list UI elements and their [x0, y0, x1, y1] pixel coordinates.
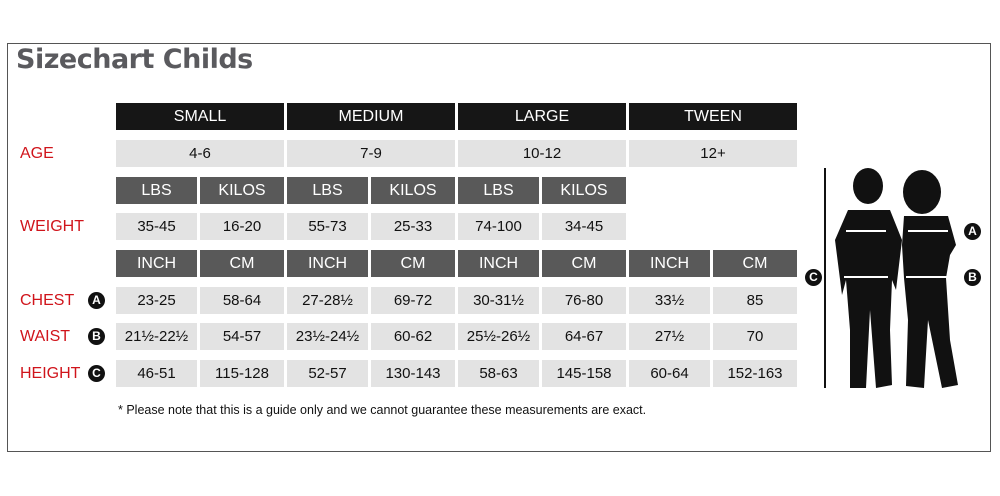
weight-cell: 35-45	[116, 213, 197, 240]
badge-c-icon: C	[88, 365, 105, 382]
size-header-tween: TWEEN	[629, 103, 797, 130]
waist-cell: 25½-26½	[458, 323, 539, 350]
badge-b-icon: B	[964, 269, 981, 286]
chest-cell: 23-25	[116, 287, 197, 314]
badge-a-icon: A	[88, 292, 105, 309]
chest-cell: 27-28½	[287, 287, 368, 314]
weight-unit-header: LBS	[287, 177, 368, 204]
weight-cell: 16-20	[200, 213, 284, 240]
measure-unit-header: INCH	[458, 250, 539, 277]
weight-unit-header: LBS	[116, 177, 197, 204]
age-cell: 10-12	[458, 140, 626, 167]
chest-cell: 85	[713, 287, 797, 314]
measure-unit-header: INCH	[116, 250, 197, 277]
waist-cell: 64-67	[542, 323, 626, 350]
chest-cell: 30-31½	[458, 287, 539, 314]
age-label: AGE	[20, 145, 54, 162]
weight-cell: 55-73	[287, 213, 368, 240]
age-cell: 7-9	[287, 140, 455, 167]
weight-unit-header: KILOS	[542, 177, 626, 204]
measure-unit-header: CM	[200, 250, 284, 277]
chest-cell: 76-80	[542, 287, 626, 314]
chest-cell: 33½	[629, 287, 710, 314]
height-label: HEIGHT	[20, 365, 81, 382]
chest-label: CHEST	[20, 292, 75, 309]
disclaimer-note: * Please note that this is a guide only …	[118, 403, 647, 417]
waist-cell: 23½-24½	[287, 323, 368, 350]
badge-b-icon: B	[88, 328, 105, 345]
height-cell: 46-51	[116, 360, 197, 387]
children-silhouette-figure: A B C	[800, 160, 1000, 400]
weight-unit-header: LBS	[458, 177, 539, 204]
chest-cell: 58-64	[200, 287, 284, 314]
page-title: Sizechart Childs	[16, 44, 253, 75]
measure-unit-header: CM	[713, 250, 797, 277]
height-cell: 152-163	[713, 360, 797, 387]
height-cell: 60-64	[629, 360, 710, 387]
measure-unit-header: INCH	[287, 250, 368, 277]
height-cell: 52-57	[287, 360, 368, 387]
size-header-small: SMALL	[116, 103, 284, 130]
waist-label: WAIST	[20, 328, 71, 345]
waist-cell: 60-62	[371, 323, 455, 350]
age-cell: 4-6	[116, 140, 284, 167]
size-header-medium: MEDIUM	[287, 103, 455, 130]
weight-unit-header: KILOS	[200, 177, 284, 204]
waist-cell: 54-57	[200, 323, 284, 350]
height-cell: 130-143	[371, 360, 455, 387]
waist-cell: 70	[713, 323, 797, 350]
weight-unit-header: KILOS	[371, 177, 455, 204]
silhouette-icon	[824, 168, 958, 388]
weight-cell: 34-45	[542, 213, 626, 240]
measure-unit-header: CM	[542, 250, 626, 277]
measure-unit-header: CM	[371, 250, 455, 277]
measure-unit-header: INCH	[629, 250, 710, 277]
weight-cell: 74-100	[458, 213, 539, 240]
badge-c-icon: C	[805, 269, 822, 286]
chart-frame	[7, 43, 991, 452]
age-cell: 12+	[629, 140, 797, 167]
size-header-large: LARGE	[458, 103, 626, 130]
height-cell: 115-128	[200, 360, 284, 387]
waist-cell: 27½	[629, 323, 710, 350]
weight-cell: 25-33	[371, 213, 455, 240]
waist-cell: 21½-22½	[116, 323, 197, 350]
chest-cell: 69-72	[371, 287, 455, 314]
height-cell: 58-63	[458, 360, 539, 387]
weight-label: WEIGHT	[20, 218, 84, 235]
height-cell: 145-158	[542, 360, 626, 387]
badge-a-icon: A	[964, 223, 981, 240]
